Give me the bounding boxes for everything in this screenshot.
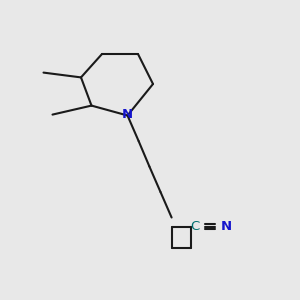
Text: N: N <box>122 107 133 121</box>
Text: C: C <box>190 220 199 233</box>
Text: N: N <box>221 220 232 233</box>
